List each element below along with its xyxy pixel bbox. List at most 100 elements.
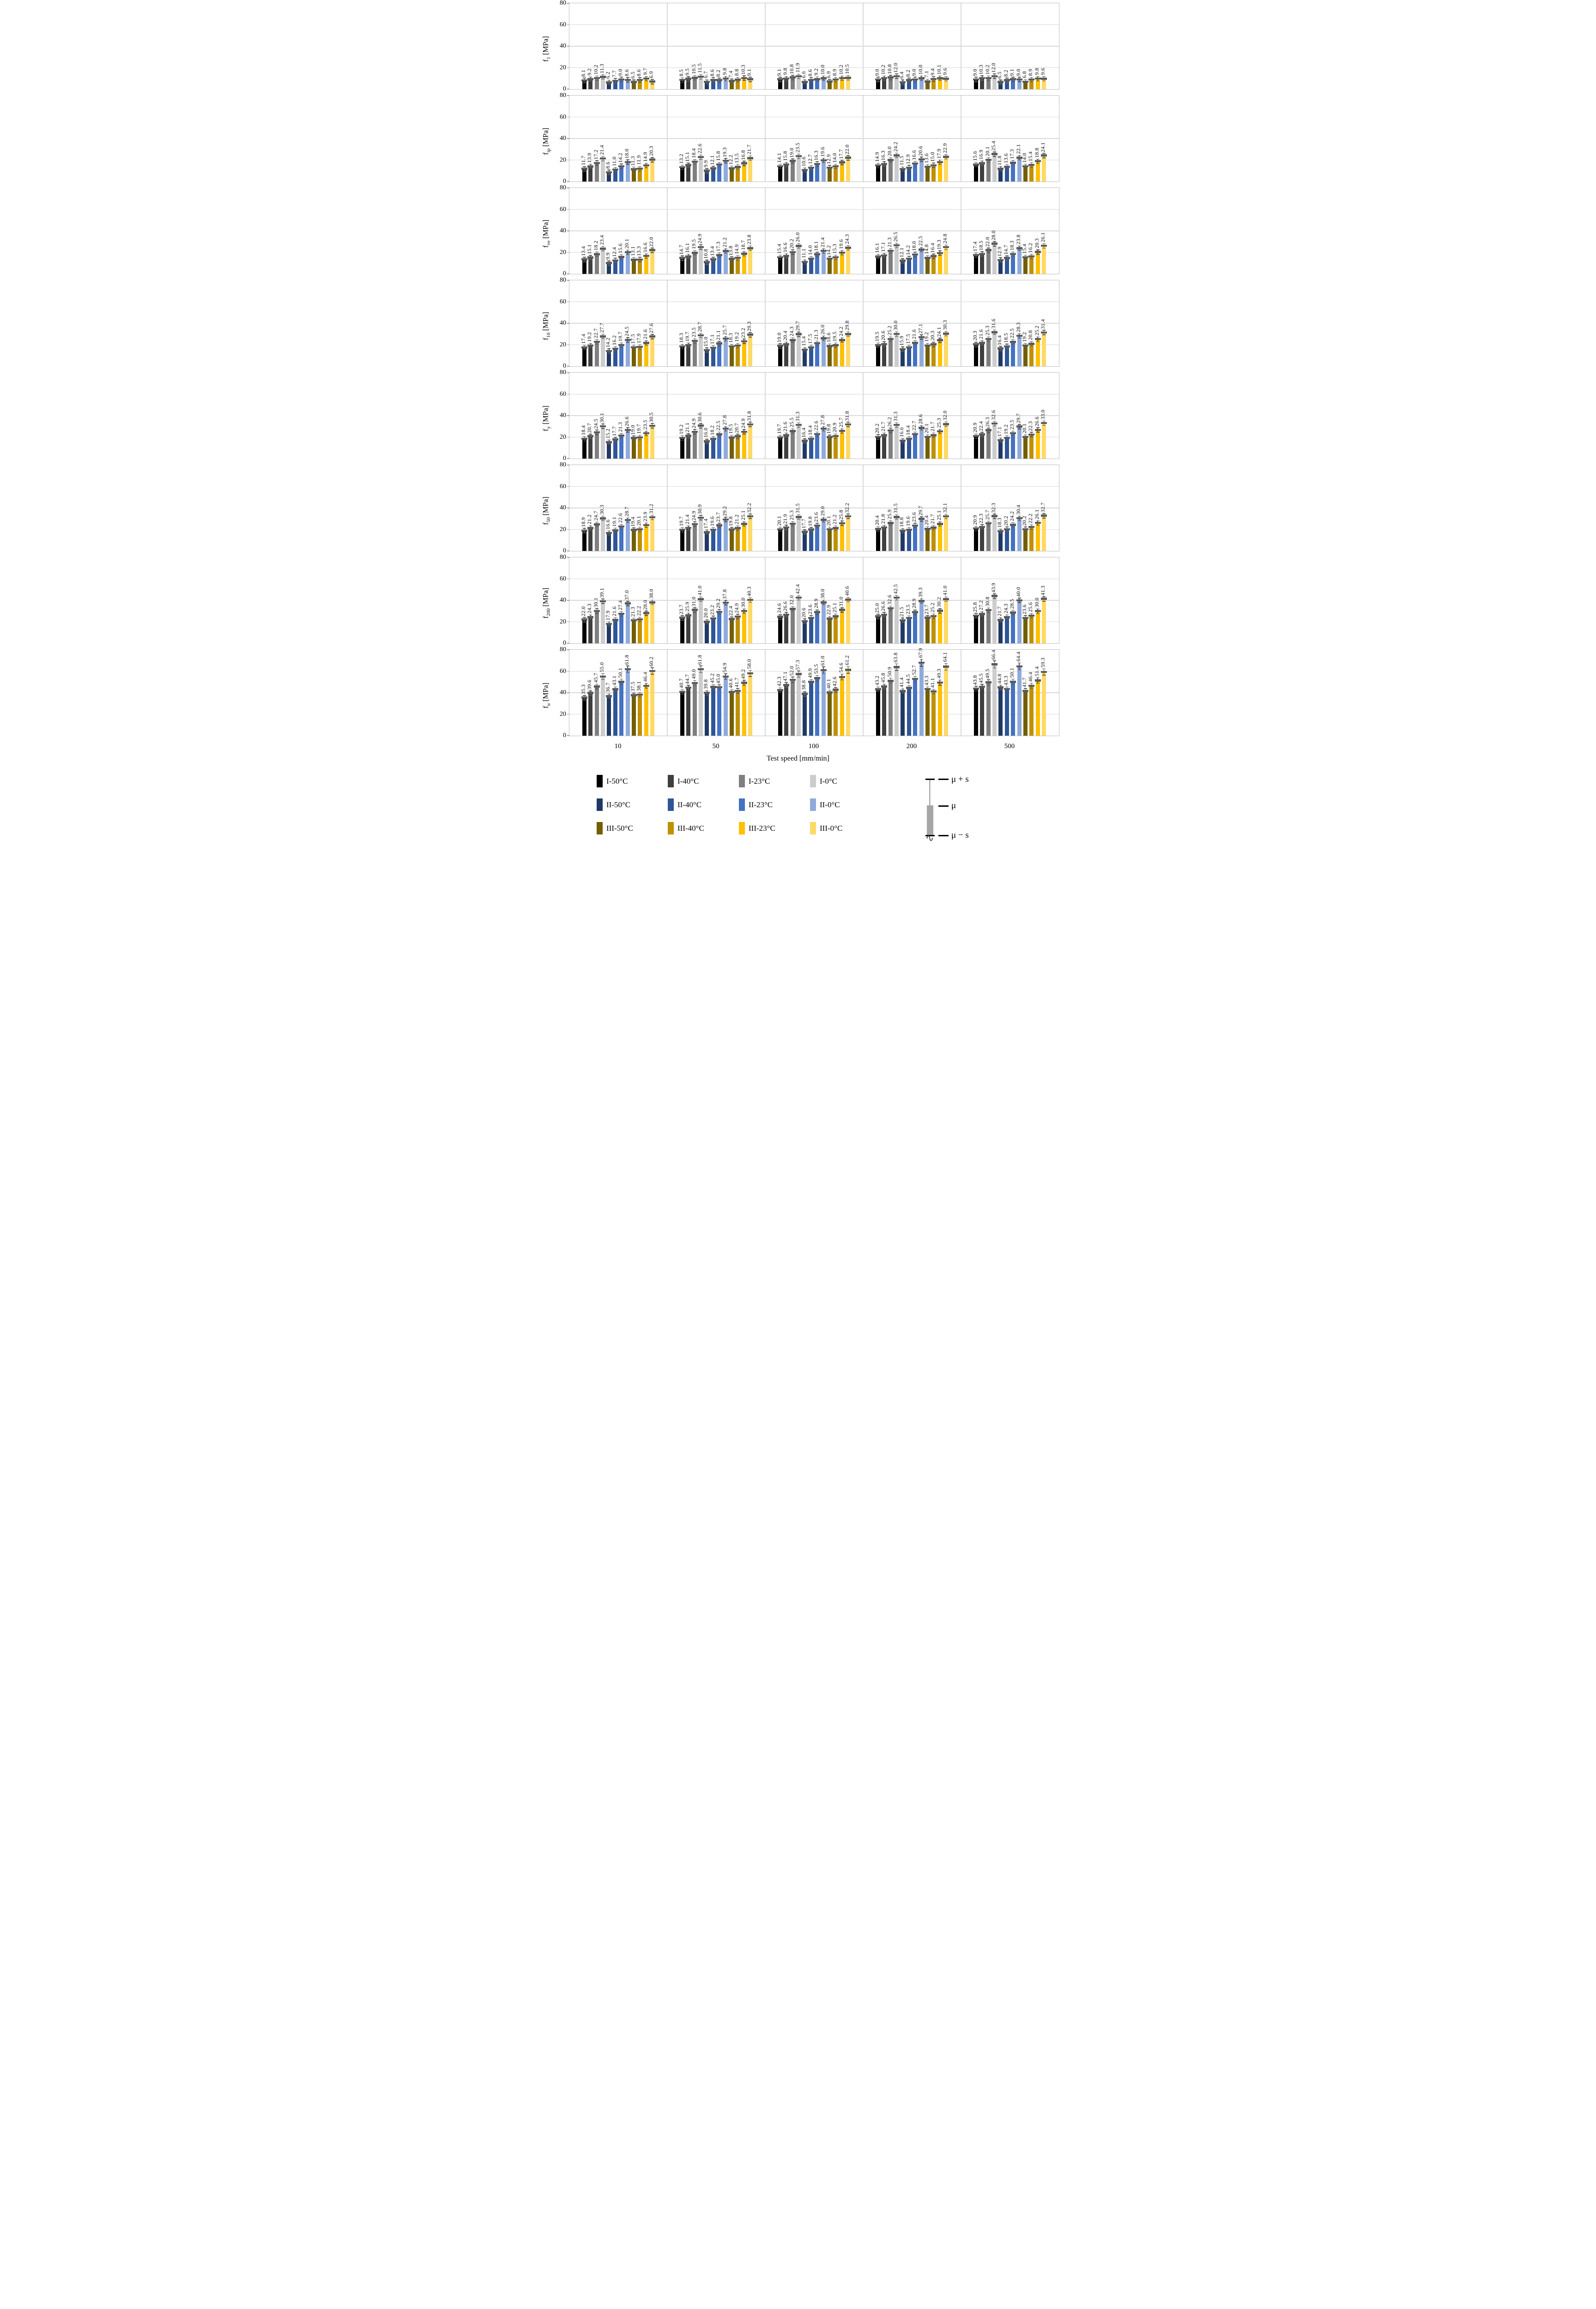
error-whisker-cap: [877, 434, 880, 435]
gridline: [569, 529, 1059, 530]
bar-mean-cap: [581, 258, 587, 260]
bar-value-label: 22.9: [943, 143, 948, 153]
bar-mean-cap: [643, 342, 649, 344]
bar-mean-cap: [1010, 162, 1016, 164]
bar-mean-cap: [802, 440, 808, 442]
error-whisker-cap: [907, 685, 911, 686]
bar-mean-cap: [1041, 154, 1047, 157]
bar-fip-50-III-50°C: [729, 168, 734, 181]
error-whisker-cap: [999, 622, 1003, 623]
bar-value-label: 44.7: [685, 674, 691, 684]
bar-value-label: 23.6: [807, 604, 813, 615]
bar-value-label: 22.6: [697, 144, 703, 154]
bar-f200-500-II-50°C: [998, 620, 1003, 643]
bar-value-label: 19.4: [630, 516, 636, 526]
error-whisker-cap: [681, 435, 684, 436]
bar-mean-cap: [698, 424, 704, 427]
bar-fu-500-III-0°C: [1042, 672, 1046, 736]
bar-mean-cap: [685, 344, 692, 346]
bar-f200-500-III-0°C: [1042, 598, 1046, 643]
bar-value-label: 10.8: [789, 64, 795, 74]
bar-f1-200-III-0°C: [944, 79, 948, 89]
bar-value-label: 9.6: [1040, 68, 1046, 75]
bar-mean-cap: [1022, 256, 1028, 259]
bar-f50-50-III-0°C: [748, 516, 752, 551]
error-whisker-cap: [840, 525, 844, 526]
legend-swatch: [597, 775, 603, 787]
bar-mean-cap: [985, 609, 991, 611]
bar-mean-cap: [685, 164, 692, 166]
bar-value-label: 9.8: [1034, 67, 1040, 75]
bar-fu-10-II-0°C: [625, 669, 630, 736]
bar-f200-500-III-50°C: [1023, 618, 1028, 643]
error-whisker-cap: [779, 81, 782, 82]
error-whisker-cap: [925, 615, 929, 616]
bar-mean-cap: [777, 436, 783, 439]
error-whisker-cap: [785, 162, 788, 163]
bar-value-label: 6.4: [899, 71, 905, 79]
bar-value-label: 9.9: [605, 252, 611, 260]
error-whisker-cap: [736, 688, 740, 689]
legend-label: III-40°C: [677, 823, 704, 833]
error-whisker-cap: [889, 157, 892, 158]
error-whisker-cap: [613, 691, 617, 692]
error-whisker-cap: [681, 255, 684, 256]
bar-value-label: 20.7: [734, 423, 740, 433]
y-tick-label: 20: [560, 64, 566, 71]
bar-f1-50-III-23°C: [742, 78, 746, 89]
bar-f10-200-II-50°C: [901, 349, 905, 366]
legend-item-II-23°C: II-23°C: [739, 798, 808, 811]
bar-mean-cap: [979, 162, 985, 164]
bar-value-label: 18.2: [709, 425, 715, 435]
bar-mean-cap: [906, 257, 912, 260]
bar-value-label: 11.0: [611, 156, 617, 166]
y-axis-label-fve: fve [MPa]: [542, 219, 551, 248]
bar-mean-cap: [630, 694, 637, 696]
bar-fip-10-I-40°C: [588, 166, 593, 181]
bar-fu-200-I-40°C: [882, 686, 887, 736]
bar-value-label: 20.2: [1003, 515, 1009, 526]
error-whisker-cap: [681, 440, 684, 441]
bar-mean-cap: [630, 529, 637, 531]
bar-value-label: 49.0: [691, 669, 697, 679]
error-whisker-cap: [919, 598, 923, 599]
bar-f1-50-II-40°C: [711, 80, 715, 89]
bar-mean-cap: [643, 612, 649, 614]
bar-fip-500-I-40°C: [980, 163, 985, 181]
bar-mean-cap: [600, 76, 606, 78]
bar-f10-10-III-23°C: [644, 343, 648, 366]
bar-mean-cap: [1010, 341, 1016, 343]
bar-value-label: 15.4: [777, 243, 782, 254]
bar-fy-50-III-40°C: [736, 436, 740, 459]
bar-value-label: 13.5: [734, 153, 740, 163]
error-whisker-cap: [809, 77, 813, 78]
bar-value-label: 18.4: [905, 425, 911, 435]
bar-mean-cap: [943, 246, 949, 248]
error-whisker-cap: [1036, 613, 1040, 614]
bar-value-label: 24.6: [777, 603, 782, 613]
bar-mean-cap: [679, 528, 685, 531]
error-whisker-cap: [938, 250, 942, 251]
error-whisker-cap: [791, 606, 794, 607]
bar-f200-100-III-50°C: [827, 618, 832, 643]
bar-mean-cap: [741, 430, 747, 433]
bar-mean-cap: [820, 249, 827, 252]
error-whisker-cap: [1042, 425, 1046, 426]
bar-mean-cap: [1004, 79, 1010, 81]
error-whisker-cap: [711, 77, 715, 78]
bar-fy-200-II-0°C: [919, 428, 924, 459]
bar-value-label: 32.7: [1040, 502, 1046, 512]
bar-mean-cap: [887, 607, 894, 610]
error-whisker-cap: [705, 690, 709, 691]
bar-mean-cap: [581, 437, 587, 440]
bar-value-label: 10.1: [936, 65, 942, 75]
bar-mean-cap: [1004, 165, 1010, 168]
error-whisker-cap: [742, 343, 746, 344]
bar-mean-cap: [1010, 524, 1016, 526]
bar-f1-500-III-50°C: [1023, 82, 1028, 89]
bar-fu-50-III-23°C: [742, 683, 746, 736]
bar-f10-50-I-23°C: [692, 341, 697, 366]
error-whisker-cap: [822, 666, 825, 667]
error-whisker-cap: [986, 341, 990, 342]
bar-value-label: 10.5: [845, 64, 850, 74]
